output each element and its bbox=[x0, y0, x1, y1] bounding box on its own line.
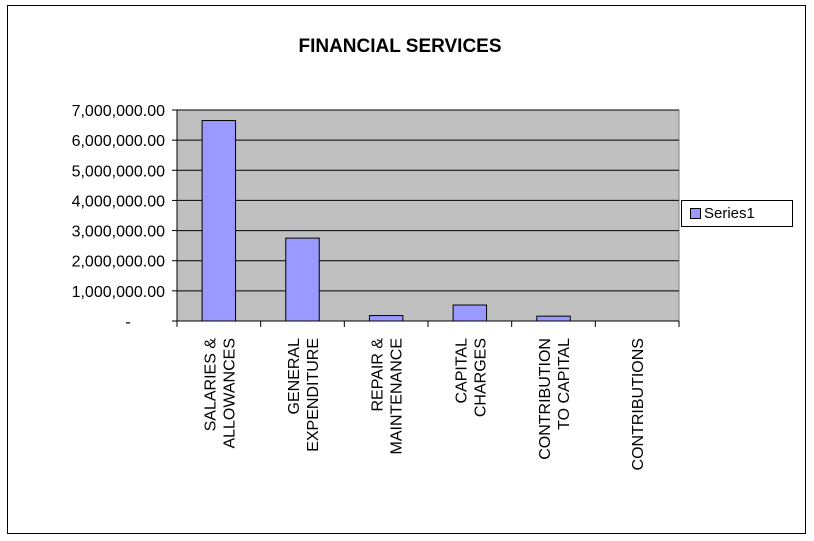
x-category-label: GENERAL bbox=[286, 338, 303, 415]
bar-3 bbox=[452, 304, 488, 322]
bar-2 bbox=[368, 315, 404, 322]
x-category-label: MAINTENANCE bbox=[389, 338, 406, 454]
x-category-label: ALLOWANCES bbox=[221, 338, 238, 449]
y-tick-label: 3,000,000.00 bbox=[72, 224, 166, 241]
bar-0 bbox=[201, 120, 237, 322]
y-tick-label: 6,000,000.00 bbox=[72, 133, 166, 150]
y-tick-label: 1,000,000.00 bbox=[72, 284, 166, 301]
bar-4 bbox=[536, 315, 571, 322]
x-category-label: REPAIR & bbox=[370, 338, 387, 412]
x-category-label: SALARIES & bbox=[202, 338, 219, 432]
x-category-label: EXPENDITURE bbox=[305, 338, 322, 452]
y-tick-label: 5,000,000.00 bbox=[72, 163, 166, 180]
x-category-label: CONTRIBUTION bbox=[537, 338, 554, 460]
x-category-label: CAPITAL bbox=[453, 338, 470, 404]
bar-1 bbox=[285, 237, 320, 322]
plot-area bbox=[176, 109, 680, 322]
y-tick-label: 2,000,000.00 bbox=[72, 254, 166, 271]
x-category-label: CONTRIBUTIONS bbox=[630, 338, 647, 470]
chart-title: FINANCIAL SERVICES bbox=[298, 36, 502, 57]
y-tick-label: 7,000,000.00 bbox=[72, 103, 166, 120]
y-tick-label: 4,000,000.00 bbox=[72, 193, 166, 210]
legend-label-series1: Series1 bbox=[704, 205, 755, 222]
legend-swatch bbox=[690, 208, 701, 219]
legend: Series1 bbox=[681, 200, 793, 227]
y-tick-label: - bbox=[125, 314, 130, 331]
x-category-label: TO CAPITAL bbox=[556, 338, 573, 430]
x-category-label: CHARGES bbox=[472, 338, 489, 417]
